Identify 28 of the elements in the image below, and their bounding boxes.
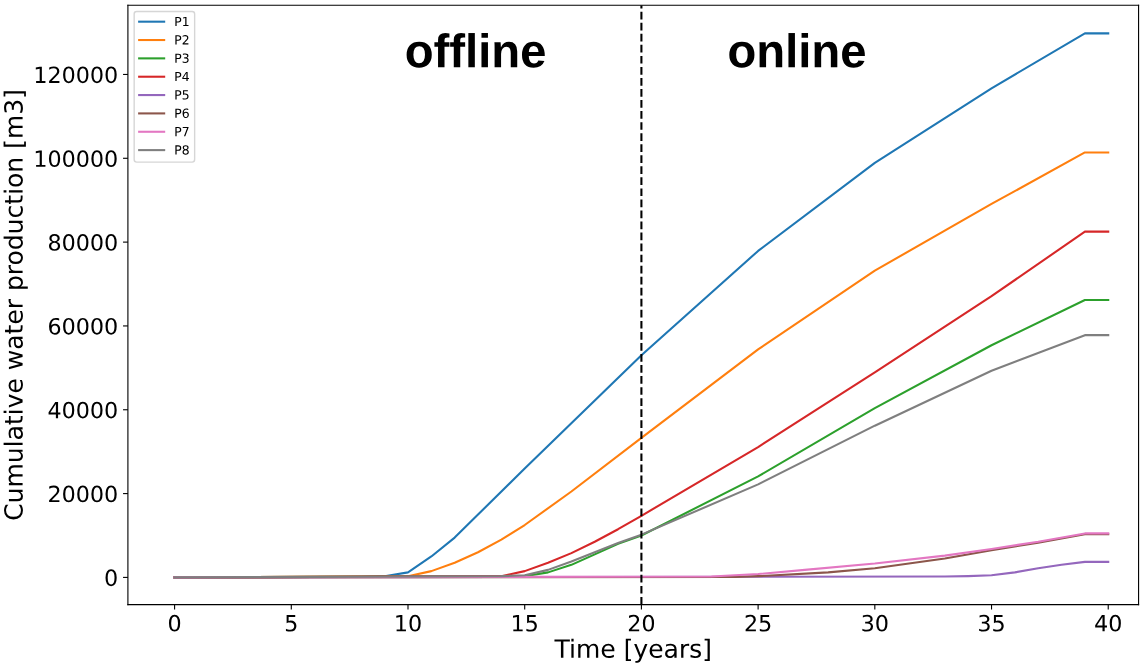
legend-label: P1: [175, 16, 189, 27]
x-tick-label: 25: [745, 614, 771, 632]
legend-label: P4: [175, 71, 189, 82]
x-tick-label: 40: [1095, 614, 1121, 632]
y-tick-label: 80000: [48, 234, 117, 251]
annotation: online: [729, 33, 865, 68]
x-tick-label: 0: [168, 614, 181, 632]
x-tick-label: 20: [628, 614, 655, 632]
legend-label: P3: [175, 53, 189, 63]
legend-label: P5: [175, 90, 189, 100]
annotation: offline: [406, 33, 545, 68]
y-tick-label: 40000: [48, 401, 117, 419]
x-tick-label: 30: [862, 614, 888, 632]
x-tick-label: 15: [513, 615, 537, 632]
x-tick-label: 35: [979, 614, 1004, 632]
x-tick-label: 5: [285, 615, 297, 632]
legend-label: P2: [175, 35, 189, 45]
legend-label: P8: [175, 145, 189, 155]
y-tick-label: 0: [105, 569, 117, 587]
y-tick-label: 20000: [49, 485, 117, 503]
legend-label: P6: [175, 108, 189, 118]
x-axis-title: Time [years]: [554, 638, 710, 663]
y-axis-title: Cumulative water production [m3]: [3, 91, 28, 520]
legend-label: P7: [175, 127, 189, 137]
y-tick-label: 60000: [49, 317, 117, 335]
y-tick-label: 120000: [35, 66, 117, 84]
y-tick-label: 100000: [35, 150, 117, 168]
x-tick-label: 10: [396, 614, 421, 632]
